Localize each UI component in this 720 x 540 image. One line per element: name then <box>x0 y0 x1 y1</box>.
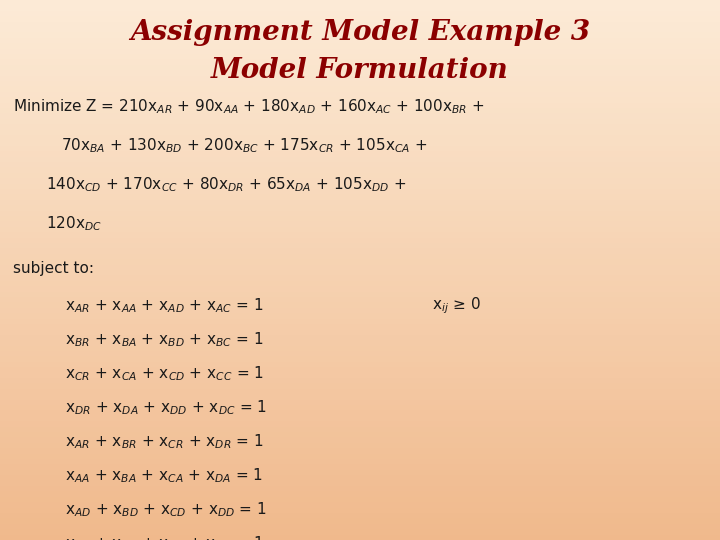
Text: 70x$_{{BA}}$ + 130x$_{{BD}}$ + 200x$_{{BC}}$ + 175x$_{{CR}}$ + 105x$_{{CA}}$ +: 70x$_{{BA}}$ + 130x$_{{BD}}$ + 200x$_{{B… <box>61 136 428 155</box>
Text: Minimize Z = 210x$_{{AR}}$ + 90x$_{{AA}}$ + 180x$_{{AD}}$ + 160x$_{{AC}}$ + 100x: Minimize Z = 210x$_{{AR}}$ + 90x$_{{AA}}… <box>13 97 485 116</box>
Text: x$_{{AR}}$ + x$_{{BR}}$ + x$_{{CR}}$ + x$_{{DR}}$ = 1: x$_{{AR}}$ + x$_{{BR}}$ + x$_{{CR}}$ + x… <box>65 432 264 450</box>
Text: Assignment Model Example 3: Assignment Model Example 3 <box>130 19 590 46</box>
Text: x$_{{AD}}$ + x$_{{BD}}$ + x$_{{CD}}$ + x$_{{DD}}$ = 1: x$_{{AD}}$ + x$_{{BD}}$ + x$_{{CD}}$ + x… <box>65 500 266 518</box>
Text: x$_{{BR}}$ + x$_{{BA}}$ + x$_{{BD}}$ + x$_{{BC}}$ = 1: x$_{{BR}}$ + x$_{{BA}}$ + x$_{{BD}}$ + x… <box>65 330 263 348</box>
Text: x$_{{DR}}$ + x$_{{DA}}$ + x$_{{DD}}$ + x$_{{DC}}$ = 1: x$_{{DR}}$ + x$_{{DA}}$ + x$_{{DD}}$ + x… <box>65 398 266 416</box>
Text: x$_{{AA}}$ + x$_{{BA}}$ + x$_{{CA}}$ + x$_{{DA}}$ = 1: x$_{{AA}}$ + x$_{{BA}}$ + x$_{{CA}}$ + x… <box>65 466 263 484</box>
Text: subject to:: subject to: <box>13 261 94 276</box>
Text: x$_{{AR}}$ + x$_{{AA}}$ + x$_{{AD}}$ + x$_{{AC}}$ = 1: x$_{{AR}}$ + x$_{{AA}}$ + x$_{{AD}}$ + x… <box>65 296 263 314</box>
Text: x$_{{CR}}$ + x$_{{CA}}$ + x$_{{CD}}$ + x$_{{CC}}$ = 1: x$_{{CR}}$ + x$_{{CA}}$ + x$_{{CD}}$ + x… <box>65 364 264 382</box>
Text: x$_{{AC}}$ + x$_{{BC}}$ + x$_{{CC}}$ + x$_{{DC}}$ = 1: x$_{{AC}}$ + x$_{{BC}}$ + x$_{{CC}}$ + x… <box>65 534 264 540</box>
Text: Model Formulation: Model Formulation <box>211 57 509 84</box>
Text: x$_{{ij}}$ ≥ 0: x$_{{ij}}$ ≥ 0 <box>432 296 481 316</box>
Text: 140x$_{{CD}}$ + 170x$_{{CC}}$ + 80x$_{{DR}}$ + 65x$_{{DA}}$ + 105x$_{{DD}}$ +: 140x$_{{CD}}$ + 170x$_{{CC}}$ + 80x$_{{D… <box>46 175 406 194</box>
Text: 120x$_{{DC}}$: 120x$_{{DC}}$ <box>46 214 102 233</box>
